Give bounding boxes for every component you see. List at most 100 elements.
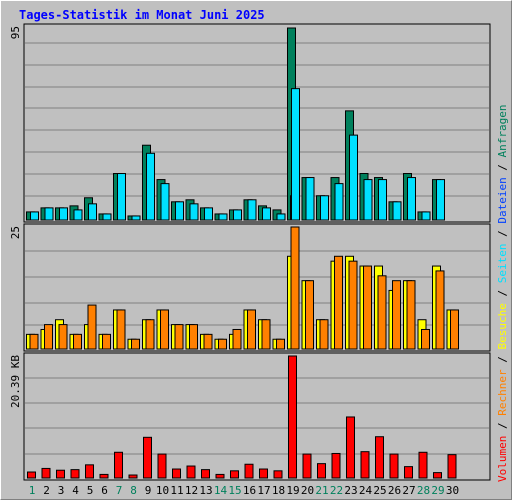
panel-volume xyxy=(23,352,491,481)
x-tick-label: 30 xyxy=(446,484,459,497)
bar-rechner xyxy=(377,275,387,350)
legend-sep-3: / xyxy=(496,283,509,303)
bar-seiten xyxy=(102,213,112,221)
bar-seiten xyxy=(392,201,402,221)
bar-rechner xyxy=(363,265,372,350)
bar-rechner xyxy=(232,328,242,350)
bar-rechner xyxy=(450,309,459,350)
x-tick-label: 25 xyxy=(373,484,386,497)
bar-volumen xyxy=(215,473,225,479)
legend-sep-1: / xyxy=(496,416,509,436)
bar-rechner xyxy=(160,309,169,350)
x-tick-label: 17 xyxy=(257,484,270,497)
x-tick-label: 7 xyxy=(116,484,123,497)
x-tick-label: 19 xyxy=(286,484,299,497)
series-legend: Volumen / Rechner / Besuche / Seiten / D… xyxy=(496,104,509,482)
bar-seiten xyxy=(436,179,445,221)
bar-seiten xyxy=(291,88,300,221)
x-tick-label: 8 xyxy=(130,484,137,497)
x-tick-label: 11 xyxy=(170,484,183,497)
bar-rechner xyxy=(261,319,271,350)
legend-besuche: Besuche xyxy=(496,303,509,349)
bar-seiten xyxy=(334,183,344,221)
x-tick-label: 26 xyxy=(388,484,401,497)
bar-seiten xyxy=(189,203,199,221)
bar-rechner xyxy=(218,338,227,350)
x-tick-label: 12 xyxy=(185,484,198,497)
bar-rechner xyxy=(145,319,155,350)
bar-volumen xyxy=(259,468,268,479)
bar-seiten xyxy=(44,207,54,221)
bar-seiten xyxy=(320,195,329,221)
bar-seiten xyxy=(305,177,315,221)
bar-volumen xyxy=(389,453,399,479)
bar-volumen xyxy=(99,473,109,479)
bar-rechner xyxy=(29,333,39,350)
bar-volumen xyxy=(244,463,254,479)
bar-seiten xyxy=(363,179,373,221)
bar-rechner xyxy=(87,304,97,350)
bar-rechner xyxy=(406,280,416,350)
x-tick-label: 20 xyxy=(301,484,314,497)
legend-seiten: Seiten xyxy=(496,244,509,284)
bar-seiten xyxy=(59,207,68,221)
x-tick-label: 6 xyxy=(101,484,108,497)
chart-title: Tages-Statistik im Monat Juni 2025 xyxy=(19,8,265,22)
x-tick-label: 13 xyxy=(199,484,212,497)
bar-volumen xyxy=(360,451,370,479)
bar-volumen xyxy=(128,474,138,479)
x-tick-label: 1 xyxy=(29,484,36,497)
x-tick-label: 23 xyxy=(344,484,357,497)
bar-volumen xyxy=(317,463,326,479)
bar-volumen xyxy=(157,453,167,479)
x-tick-label: 29 xyxy=(431,484,444,497)
bar-rechner xyxy=(392,280,401,350)
bar-volumen xyxy=(70,469,80,479)
bar-volumen xyxy=(230,470,239,479)
bar-seiten xyxy=(421,211,431,221)
bar-seiten xyxy=(88,203,97,221)
bar-seiten xyxy=(276,213,286,221)
x-tick-label: 14 xyxy=(214,484,228,497)
volume-ymax-label: 20.39 KB xyxy=(9,355,22,408)
bar-volumen xyxy=(331,452,341,479)
bar-rechner xyxy=(73,333,82,350)
bar-rechner xyxy=(435,270,445,350)
x-tick-label: 15 xyxy=(228,484,241,497)
bar-volumen xyxy=(114,451,123,479)
bar-volumen xyxy=(143,436,152,479)
bar-seiten xyxy=(146,152,155,221)
panel-requests xyxy=(23,23,491,223)
bar-volumen xyxy=(404,466,413,479)
x-tick-label: 5 xyxy=(87,484,94,497)
bar-rechner xyxy=(276,338,285,350)
bar-rechner xyxy=(290,226,300,350)
bar-seiten xyxy=(262,207,271,221)
bar-volumen xyxy=(346,416,355,479)
bar-seiten xyxy=(378,179,387,221)
legend-sep-4: / xyxy=(496,224,509,244)
bar-rechner xyxy=(203,333,213,350)
bar-rechner xyxy=(421,328,430,350)
bar-volumen xyxy=(375,436,384,479)
bar-seiten xyxy=(204,207,213,221)
legend-sep-2: / xyxy=(496,350,509,370)
bar-volumen xyxy=(172,468,181,479)
bar-rechner xyxy=(189,324,198,350)
bar-rechner xyxy=(58,324,68,350)
bar-seiten xyxy=(175,201,184,221)
requests-ymax-label: 95 xyxy=(9,26,22,39)
legend-anfragen: Anfragen xyxy=(496,104,509,157)
legend-rechner: Rechner xyxy=(496,369,509,416)
bar-seiten xyxy=(160,183,170,221)
bar-rechner xyxy=(174,324,184,350)
legend-dateien: Dateien xyxy=(496,177,509,223)
bar-seiten xyxy=(73,209,83,221)
bar-seiten xyxy=(407,177,416,221)
legend-sep-5: / xyxy=(496,157,509,177)
bar-volumen xyxy=(273,470,283,479)
bar-rechner xyxy=(319,319,329,350)
x-tick-label: 24 xyxy=(359,484,373,497)
bar-volumen xyxy=(27,471,36,479)
